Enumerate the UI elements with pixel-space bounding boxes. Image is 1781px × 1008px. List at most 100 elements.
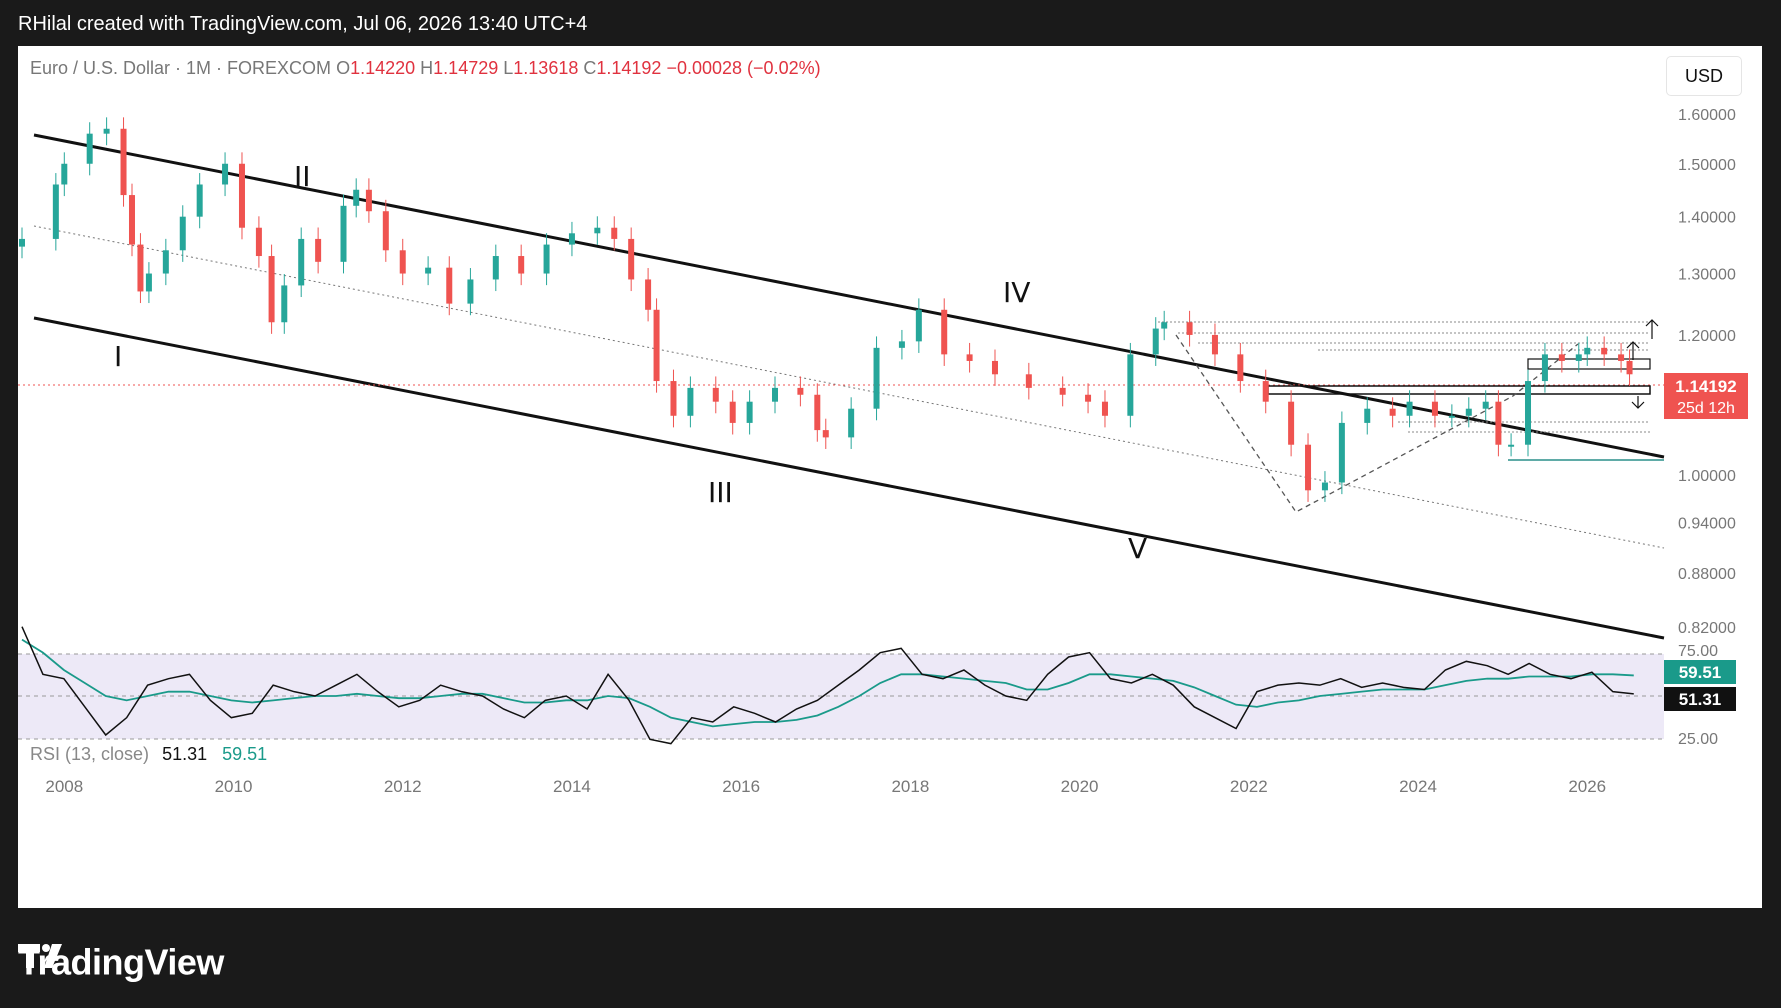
candle-body	[1389, 408, 1396, 416]
candle-body	[1262, 381, 1269, 402]
candle-body	[814, 394, 821, 431]
open-value: 1.14220	[350, 58, 416, 78]
candle-body	[1431, 401, 1438, 416]
open-label: O	[336, 58, 351, 78]
candles-group	[19, 117, 1633, 502]
price-tick-label: 0.88000	[1678, 566, 1736, 583]
wave-label-i: I	[114, 340, 122, 373]
wave-label-v: V	[1128, 532, 1147, 565]
price-tick-label: 0.82000	[1678, 620, 1736, 637]
chart-frame[interactable]: I II III IV V 1.60000 1.50000 1.40000 1.300…	[18, 46, 1762, 908]
attribution-text: RHilal created with TradingView.com, Jul…	[18, 13, 588, 35]
candle-body	[687, 387, 694, 416]
rsi-badge-value: 51.31	[1679, 690, 1722, 709]
candle-body	[645, 279, 652, 310]
wave-label-iii: III	[708, 476, 733, 509]
candle-body	[1482, 401, 1489, 409]
candle-body	[19, 238, 25, 247]
candle-body	[222, 163, 229, 185]
current-price-badge	[1664, 373, 1748, 419]
price-axis[interactable]: 1.60000 1.50000 1.40000 1.30000 1.20000 1.000…	[1678, 107, 1736, 637]
candle-body	[941, 309, 948, 355]
candle-body	[162, 250, 169, 274]
candle-body	[1541, 354, 1548, 382]
symbol-legend[interactable]: Euro / U.S. Dollar · 1M · FOREXCOM O1.14…	[30, 58, 821, 79]
candle-body	[772, 387, 779, 402]
rsi-tick-25: 25.00	[1678, 731, 1718, 748]
price-tick-label: 0.94000	[1678, 515, 1736, 532]
candle-body	[543, 244, 550, 274]
time-tick-label: 2008	[45, 777, 83, 796]
candle-body	[1127, 354, 1134, 416]
candle-body	[179, 216, 186, 251]
rsi-value: 51.31	[162, 744, 208, 764]
candle-body	[446, 267, 453, 304]
price-chart-svg[interactable]: I II III IV V 1.60000 1.50000 1.40000 1.300…	[18, 46, 1762, 908]
candle-body	[52, 184, 59, 239]
rsi-badge	[1664, 687, 1736, 711]
candle-body	[594, 227, 601, 234]
candle-body	[1525, 381, 1532, 445]
wave-label-ii: II	[294, 160, 311, 193]
rsi-tick-75: 75.00	[1678, 643, 1718, 660]
candle-body	[281, 285, 288, 323]
candle-body	[1558, 354, 1565, 361]
price-tick-label: 1.20000	[1678, 328, 1736, 345]
candle-body	[1508, 444, 1515, 447]
tradingview-brand: TradingView	[18, 940, 224, 982]
close-label: C	[583, 58, 597, 78]
candle-body	[1448, 415, 1455, 418]
wave-dashed-lines	[1175, 334, 1579, 513]
time-tick-label: 2018	[891, 777, 929, 796]
candle-body	[145, 273, 152, 292]
candle-body	[1584, 347, 1591, 355]
candle-body	[365, 189, 372, 212]
change-value: −0.00028 (−0.02%)	[666, 58, 821, 78]
candle-body	[1305, 444, 1312, 491]
candle-body	[196, 184, 203, 217]
rsi-legend[interactable]: RSI (13, close) 51.31 59.51	[30, 744, 267, 765]
candle-body	[1186, 322, 1193, 335]
candle-body	[611, 227, 618, 239]
candle-body	[797, 387, 804, 395]
low-label: L	[503, 58, 514, 78]
candle-body	[746, 401, 753, 423]
rsi-ma-badge-value: 59.51	[1679, 663, 1722, 682]
candle-body	[568, 233, 575, 245]
fib-levels	[1158, 321, 1650, 433]
price-tick-label: 1.00000	[1678, 468, 1736, 485]
time-tick-label: 2016	[722, 777, 760, 796]
price-tick-label: 1.50000	[1678, 157, 1736, 174]
candle-body	[1059, 387, 1066, 395]
candle-body	[128, 195, 135, 245]
candle-body	[1601, 347, 1608, 355]
candle-body	[873, 347, 880, 409]
candle-body	[1101, 401, 1108, 416]
high-value: 1.14729	[433, 58, 499, 78]
candle-body	[1338, 422, 1345, 483]
high-label: H	[420, 58, 434, 78]
candle-body	[915, 309, 922, 342]
candle-body	[61, 163, 68, 185]
candle-body	[822, 430, 829, 438]
time-axis[interactable]: 2008 2010 2012 2014 2016 2018 2020 2022 2024 2026	[45, 777, 1606, 796]
currency-button[interactable]: USD	[1666, 56, 1742, 96]
candle-body	[340, 205, 347, 262]
candle-body	[848, 408, 855, 438]
candle-body	[1085, 394, 1092, 402]
candle-body	[315, 238, 322, 262]
candle-body	[729, 401, 736, 423]
candle-body	[1495, 401, 1502, 445]
candle-body	[492, 256, 499, 280]
candle-body	[1211, 334, 1218, 355]
time-tick-label: 2012	[384, 777, 422, 796]
candle-body	[1237, 354, 1244, 382]
time-tick-label: 2020	[1061, 777, 1099, 796]
candle-body	[425, 267, 432, 274]
rsi-ma-value: 59.51	[222, 744, 268, 764]
candle-body	[467, 279, 474, 304]
rsi-line	[21, 626, 1634, 745]
candle-body	[712, 387, 719, 402]
candle-body	[103, 128, 110, 134]
candle-body	[653, 309, 660, 382]
